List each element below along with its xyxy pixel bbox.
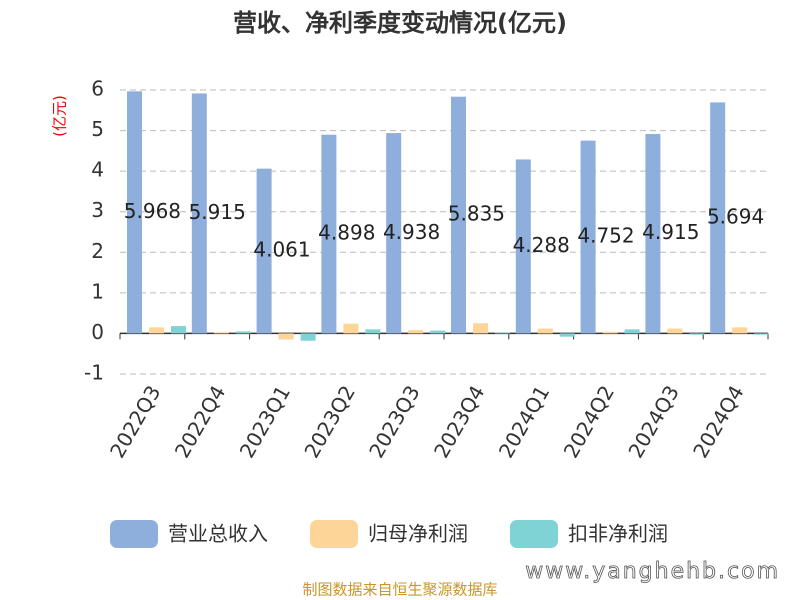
bar [191, 93, 207, 334]
x-tick-label: 2022Q3 [105, 381, 165, 462]
bar [408, 330, 424, 334]
bar [321, 134, 337, 334]
y-tick-label: 2 [91, 239, 104, 263]
bar [732, 327, 748, 334]
bar [149, 327, 164, 334]
bar [127, 91, 142, 334]
data-label: 4.898 [318, 221, 375, 245]
x-tick-label: 2022Q4 [170, 381, 230, 462]
x-tick-label: 2024Q1 [494, 381, 554, 462]
bar [365, 329, 381, 334]
data-label: 4.752 [577, 224, 634, 248]
x-tick-label: 2023Q1 [235, 381, 295, 462]
bar [343, 323, 359, 334]
bar [386, 133, 402, 334]
data-label: 5.694 [707, 204, 764, 228]
data-label: 4.288 [513, 233, 570, 257]
legend-label: 扣非净利润 [568, 522, 668, 546]
y-tick-label: -1 [84, 361, 104, 385]
watermark: www.yanghehb.com [525, 559, 780, 584]
x-tick-label: 2024Q3 [623, 381, 683, 462]
y-tick-label: 0 [91, 320, 104, 344]
legend-label: 营业总收入 [168, 522, 268, 546]
y-tick-label: 4 [91, 158, 104, 182]
x-tick-label: 2024Q2 [559, 381, 619, 462]
data-label: 4.938 [383, 220, 440, 244]
source-note: 制图数据来自恒生聚源数据库 [302, 581, 497, 599]
x-tick-label: 2023Q2 [299, 381, 359, 462]
bar [667, 328, 683, 334]
y-tick-label: 5 [91, 117, 104, 141]
bar [645, 134, 661, 334]
bar [300, 333, 316, 341]
y-tick-label: 3 [91, 198, 104, 222]
x-tick-label: 2023Q4 [429, 381, 489, 462]
bar [689, 333, 705, 335]
bar [515, 159, 531, 334]
data-label: 5.968 [124, 199, 181, 223]
x-tick-label: 2024Q4 [688, 381, 748, 462]
bar [256, 168, 272, 334]
bar [602, 331, 618, 334]
bar [495, 332, 510, 334]
bar [451, 96, 466, 334]
bar [278, 333, 294, 340]
chart-title: 营收、净利季度变动情况(亿元) [233, 9, 567, 37]
legend-swatch [110, 520, 158, 548]
bar [580, 140, 596, 334]
y-axis-label: (亿元) [51, 95, 69, 137]
bar [213, 332, 229, 334]
bar [235, 331, 251, 334]
legend-label: 归母净利润 [368, 522, 468, 546]
bar [430, 330, 446, 334]
bar [754, 333, 770, 335]
bar [559, 333, 575, 337]
x-tick-label: 2023Q3 [364, 381, 424, 462]
y-tick-label: 1 [91, 279, 104, 303]
y-tick-label: 6 [91, 77, 104, 101]
data-label: 4.061 [253, 238, 310, 262]
legend-swatch [310, 520, 358, 548]
legend-swatch [510, 520, 558, 548]
data-label: 5.835 [448, 202, 505, 226]
data-label: 4.915 [642, 220, 699, 244]
bar [171, 326, 186, 334]
data-label: 5.915 [189, 200, 246, 224]
bar [624, 329, 640, 334]
bar [537, 328, 553, 334]
bar [473, 323, 488, 334]
bar [710, 102, 726, 334]
